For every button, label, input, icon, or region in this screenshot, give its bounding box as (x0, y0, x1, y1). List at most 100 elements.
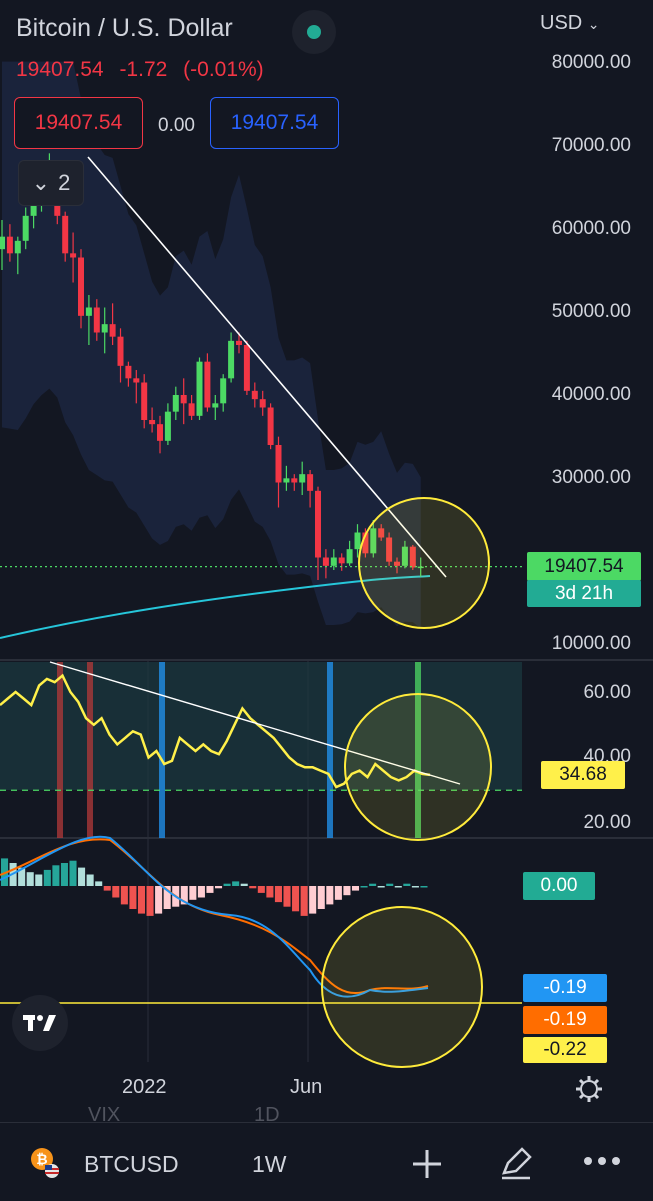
macd-histogram-bar (26, 872, 34, 886)
candle-body (204, 361, 211, 408)
ghost-label: VIX (88, 1104, 121, 1126)
tradingview-logo-icon[interactable] (12, 995, 68, 1051)
candle-body (267, 407, 274, 445)
macd-histogram-bar (129, 886, 137, 909)
chevron-down-icon: ⌄ (31, 170, 51, 195)
price-change-line: 19407.54 -1.72 (-0.01%) (16, 58, 274, 82)
candle-body (6, 236, 13, 254)
macd-histogram-bar (240, 883, 248, 886)
rsi-axis-label: 20.00 (583, 812, 631, 833)
macd-histogram-bar (360, 886, 368, 888)
macd-histogram-tag: 0.00 (523, 872, 595, 900)
macd-histogram-bar (292, 886, 300, 912)
candle-body (330, 557, 337, 566)
rsi-trendline (49, 661, 461, 785)
candle-body (354, 532, 361, 550)
candle-body (346, 549, 353, 564)
macd-histogram-bar (180, 886, 188, 905)
price-axis-label: 50000.00 (551, 301, 631, 322)
highlight-circle-fill (345, 694, 491, 840)
symbol-title[interactable]: Bitcoin / U.S. Dollar (16, 14, 233, 42)
indicators-toggle-button[interactable]: ⌄ 2 (18, 160, 84, 206)
macd-histogram-bar (112, 886, 120, 898)
candle-body (22, 215, 29, 241)
macd-histogram-bar (300, 886, 308, 916)
signal-marker (159, 662, 165, 838)
bitcoin-icon: ₿ (30, 1147, 59, 1178)
macd-histogram-bar (163, 886, 171, 909)
candle-body (212, 403, 219, 408)
highlight-circle (344, 693, 492, 841)
macd-histogram-bar (86, 874, 94, 886)
highlight-circle (321, 906, 483, 1068)
macd-histogram-bar (137, 886, 146, 914)
macd-histogram-bar (146, 886, 154, 916)
candle-body (62, 215, 69, 254)
signal-marker (87, 662, 93, 838)
candle-body (228, 340, 235, 379)
candle-body (370, 528, 377, 554)
price-axis-label: 40000.00 (551, 384, 631, 405)
candle-body (109, 324, 116, 337)
candle-body (338, 557, 345, 564)
candle-body (299, 474, 306, 483)
time-axis-label: 2022 (122, 1076, 167, 1098)
candle-body (14, 240, 21, 254)
macd-histogram-bar (326, 886, 334, 905)
price-axis-label: 80000.00 (551, 52, 631, 73)
plus-icon[interactable] (410, 1147, 444, 1186)
price-axis-label: 30000.00 (551, 467, 631, 488)
candle-body (164, 411, 171, 441)
macd-histogram-bar (317, 886, 325, 909)
macd-histogram-bar (257, 886, 265, 893)
settings-gear-icon[interactable] (574, 1074, 604, 1109)
buy-button[interactable]: 19407.54 (210, 97, 339, 149)
symbol-button[interactable]: BTCUSD (84, 1151, 179, 1177)
macd-histogram-bar (18, 867, 26, 886)
macd-histogram-bar (411, 886, 419, 888)
interval-button[interactable]: 1W (252, 1151, 287, 1177)
macd-histogram-bar (274, 886, 282, 903)
more-icon[interactable] (582, 1151, 622, 1176)
indicators-count: 2 (58, 170, 71, 195)
macd-histogram-bar (334, 886, 342, 900)
highlight-circle-fill (359, 498, 489, 628)
pencil-icon[interactable] (498, 1145, 534, 1186)
macd-histogram-bar (95, 881, 103, 886)
macd-histogram-bar (369, 883, 377, 886)
candle-body (220, 378, 227, 404)
candle-body (417, 566, 424, 569)
macd-signal-tag: -0.19 (523, 1006, 607, 1034)
candle-body (243, 345, 250, 391)
candle-body (322, 557, 329, 566)
candle-body (291, 478, 298, 483)
candle-body (315, 490, 321, 558)
svg-text:₿: ₿ (36, 1152, 47, 1168)
candle-body (78, 257, 84, 316)
macd-histogram-bar (78, 867, 86, 886)
candle-body (180, 395, 187, 404)
macd-histogram-bar (155, 886, 163, 914)
candle-body (196, 361, 203, 416)
macd-histogram-bar (69, 860, 77, 886)
macd-histogram-bar (420, 886, 428, 888)
candle-body (188, 403, 195, 416)
candle-body (141, 382, 148, 420)
candle-body (251, 390, 258, 400)
macd-line-tag: -0.19 (523, 974, 607, 1002)
last-price-tag: 19407.54 (527, 552, 641, 581)
signal-marker (327, 662, 333, 838)
macd-histogram-bar (197, 886, 205, 898)
macd-histogram-bar (403, 883, 411, 886)
currency-selector[interactable]: USD ⌄ (540, 12, 600, 35)
status-dot-icon[interactable] (292, 10, 336, 54)
candle-body (275, 445, 282, 483)
sell-button[interactable]: 19407.54 (14, 97, 143, 149)
candle-body (409, 546, 416, 568)
macd-histogram-bar (249, 886, 257, 889)
signal-marker (415, 662, 421, 838)
candle-body (394, 561, 400, 566)
macd-histogram-bar (283, 886, 291, 907)
macd-histogram-bar (266, 886, 274, 898)
candle-body (236, 340, 242, 345)
